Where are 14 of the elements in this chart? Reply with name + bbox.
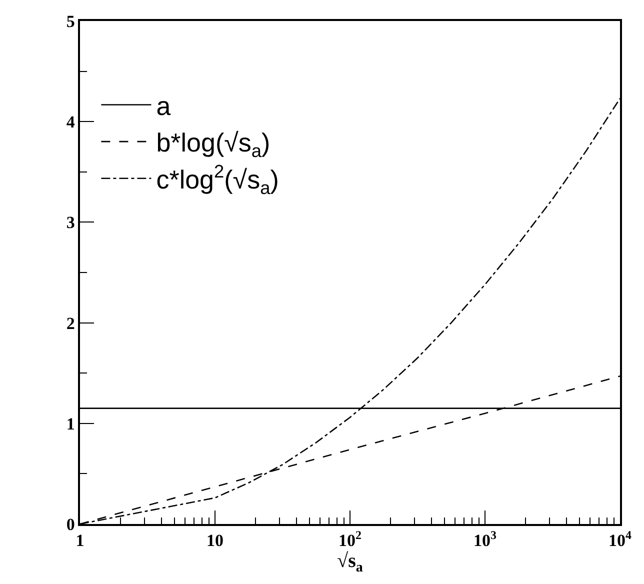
x-tick-label: 10$^{3}$ xyxy=(474,528,497,550)
x-tick-label: 10$^{2}$ xyxy=(338,528,362,550)
y-tick-label: 4 xyxy=(66,112,76,132)
y-tick-label: 5 xyxy=(66,12,75,31)
y-tick-label: 3 xyxy=(66,213,75,232)
legend-label: b*log(√s$_{a}$) xyxy=(156,128,270,162)
x-tick-label: 10$^{4}$ xyxy=(608,528,632,550)
legend-label: c*log$^{2}$(√s$_{a}$) xyxy=(156,162,279,198)
x-tick-label: 10 xyxy=(206,531,224,550)
x-axis-title: √s$_{a}$ xyxy=(337,550,363,576)
legend-label: a xyxy=(156,90,172,121)
y-tick-label: 0 xyxy=(66,514,75,534)
y-tick-label: 2 xyxy=(66,314,75,333)
y-tick-label: 1 xyxy=(66,414,75,434)
